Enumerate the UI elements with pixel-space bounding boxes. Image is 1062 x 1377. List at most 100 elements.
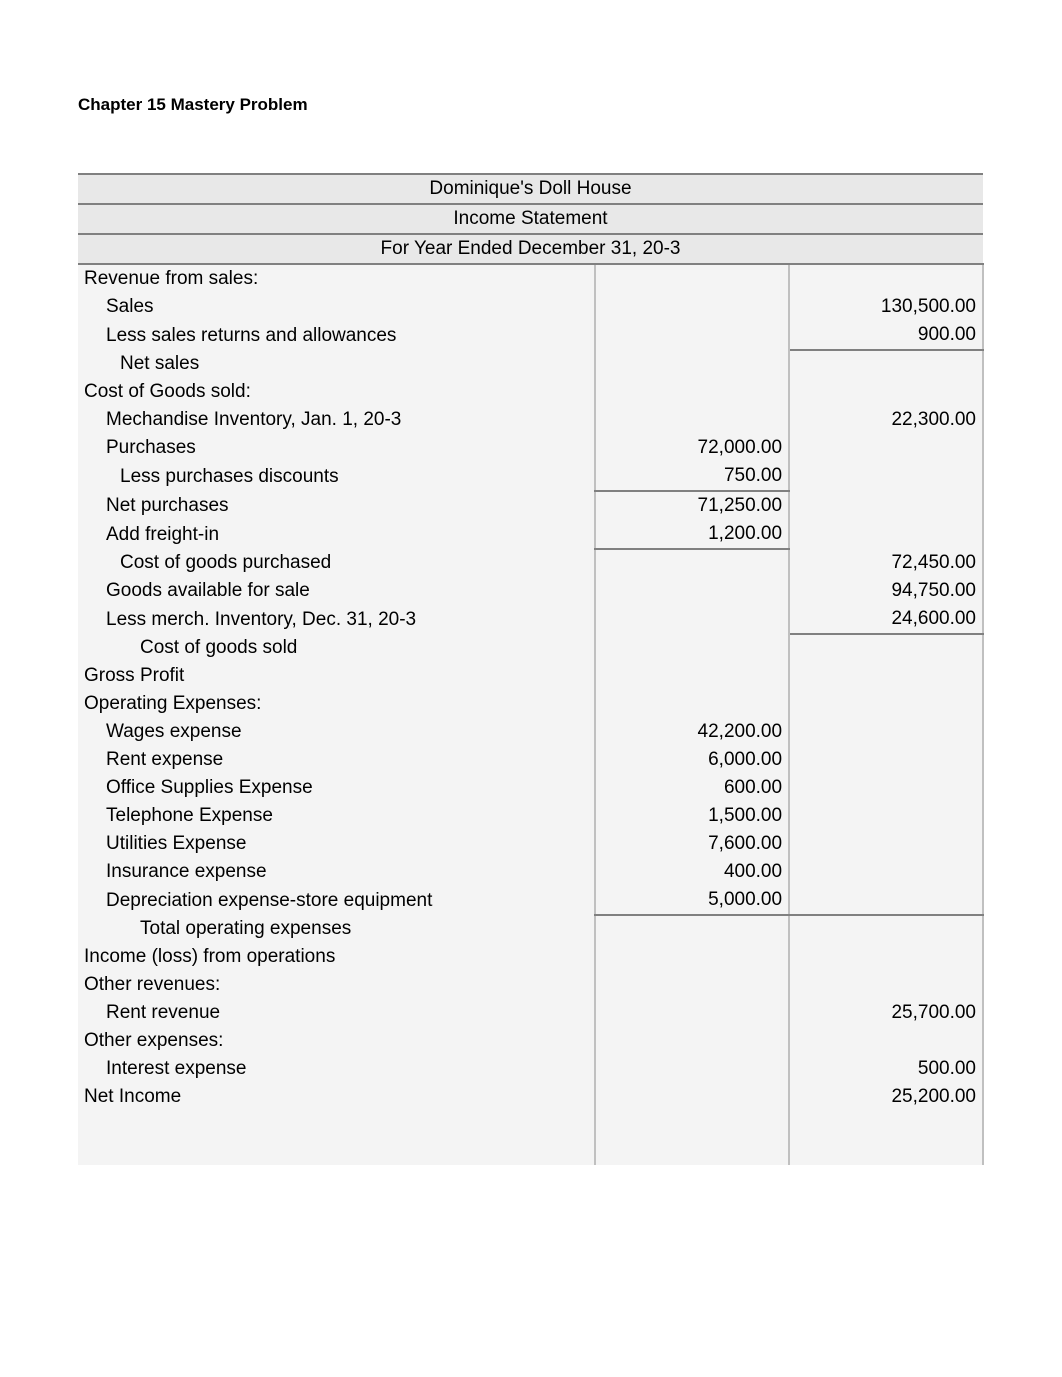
table-row: Cost of goods purchased72,450.00: [78, 549, 983, 577]
table-row: Total operating expenses: [78, 915, 983, 943]
row-amount-1: [595, 1055, 789, 1083]
table-row: Other revenues:: [78, 971, 983, 999]
row-amount-2: [789, 1138, 983, 1165]
row-amount-1: 1,500.00: [595, 802, 789, 830]
row-amount-2: [789, 491, 983, 520]
row-amount-2: [789, 858, 983, 886]
row-label: Less merch. Inventory, Dec. 31, 20-3: [78, 605, 595, 634]
row-amount-2: [789, 634, 983, 662]
statement-rows: Revenue from sales:Sales130,500.00Less s…: [78, 264, 983, 1165]
table-row: Telephone Expense1,500.00: [78, 802, 983, 830]
table-row: Operating Expenses:: [78, 690, 983, 718]
row-amount-1: 71,250.00: [595, 491, 789, 520]
row-amount-2: [789, 520, 983, 549]
table-row: Other expenses:: [78, 1027, 983, 1055]
row-label: Goods available for sale: [78, 577, 595, 605]
row-amount-2: 25,200.00: [789, 1083, 983, 1111]
table-row: Cost of goods sold: [78, 634, 983, 662]
row-label: Operating Expenses:: [78, 690, 595, 718]
header-period-row: For Year Ended December 31, 20-3: [78, 234, 983, 264]
row-amount-1: [595, 293, 789, 321]
row-label: Other revenues:: [78, 971, 595, 999]
row-amount-2: [789, 830, 983, 858]
row-amount-1: [595, 1111, 789, 1138]
table-row: [78, 1111, 983, 1138]
table-row: Goods available for sale94,750.00: [78, 577, 983, 605]
row-amount-1: [595, 634, 789, 662]
row-label: [78, 1111, 595, 1138]
row-amount-1: [595, 1027, 789, 1055]
row-amount-2: [789, 886, 983, 915]
table-row: Revenue from sales:: [78, 264, 983, 293]
row-label: Office Supplies Expense: [78, 774, 595, 802]
row-amount-1: 1,200.00: [595, 520, 789, 549]
row-amount-1: [595, 662, 789, 690]
row-amount-1: 750.00: [595, 462, 789, 491]
header-period: For Year Ended December 31, 20-3: [78, 234, 983, 264]
header-statement: Income Statement: [78, 204, 983, 234]
row-amount-2: [789, 690, 983, 718]
header-company: Dominique's Doll House: [78, 174, 983, 204]
row-amount-2: [789, 915, 983, 943]
row-label: Depreciation expense-store equipment: [78, 886, 595, 915]
page-title: Chapter 15 Mastery Problem: [78, 95, 984, 115]
row-amount-1: [595, 406, 789, 434]
row-amount-2: 72,450.00: [789, 549, 983, 577]
row-amount-1: 600.00: [595, 774, 789, 802]
row-amount-1: [595, 971, 789, 999]
row-amount-1: [595, 999, 789, 1027]
row-amount-1: [595, 605, 789, 634]
row-amount-1: [595, 943, 789, 971]
row-amount-1: [595, 264, 789, 293]
row-label: Wages expense: [78, 718, 595, 746]
income-statement-table: Dominique's Doll House Income Statement …: [78, 173, 984, 1165]
row-amount-2: 25,700.00: [789, 999, 983, 1027]
row-label: Sales: [78, 293, 595, 321]
row-amount-2: [789, 802, 983, 830]
row-amount-2: [789, 1111, 983, 1138]
row-label: Purchases: [78, 434, 595, 462]
row-amount-1: 7,600.00: [595, 830, 789, 858]
row-amount-1: [595, 690, 789, 718]
table-row: Add freight-in1,200.00: [78, 520, 983, 549]
table-row: Less merch. Inventory, Dec. 31, 20-324,6…: [78, 605, 983, 634]
table-row: Rent expense6,000.00: [78, 746, 983, 774]
row-amount-1: 42,200.00: [595, 718, 789, 746]
row-label: Less sales returns and allowances: [78, 321, 595, 350]
row-label: Revenue from sales:: [78, 264, 595, 293]
row-amount-2: [789, 971, 983, 999]
table-row: Net Income 25,200.00: [78, 1083, 983, 1111]
table-row: Insurance expense400.00: [78, 858, 983, 886]
row-amount-2: [789, 662, 983, 690]
row-amount-1: [595, 321, 789, 350]
table-row: Office Supplies Expense600.00: [78, 774, 983, 802]
row-amount-2: 500.00: [789, 1055, 983, 1083]
row-label: Add freight-in: [78, 520, 595, 549]
row-amount-1: [595, 378, 789, 406]
row-amount-2: [789, 774, 983, 802]
row-amount-2: [789, 943, 983, 971]
row-amount-2: [789, 1027, 983, 1055]
table-row: Less sales returns and allowances900.00: [78, 321, 983, 350]
row-amount-2: [789, 718, 983, 746]
table-row: Net purchases71,250.00: [78, 491, 983, 520]
row-amount-2: 130,500.00: [789, 293, 983, 321]
row-amount-2: [789, 434, 983, 462]
table-row: Net sales: [78, 350, 983, 378]
row-amount-2: [789, 350, 983, 378]
row-label: Rent expense: [78, 746, 595, 774]
table-row: Mechandise Inventory, Jan. 1, 20-322,300…: [78, 406, 983, 434]
row-label: Total operating expenses: [78, 915, 595, 943]
row-label: Utilities Expense: [78, 830, 595, 858]
row-amount-1: 72,000.00: [595, 434, 789, 462]
row-label: Mechandise Inventory, Jan. 1, 20-3: [78, 406, 595, 434]
row-label: Gross Profit: [78, 662, 595, 690]
row-label: Net purchases: [78, 491, 595, 520]
row-label: Net sales: [78, 350, 595, 378]
row-label: Telephone Expense: [78, 802, 595, 830]
row-amount-1: [595, 350, 789, 378]
row-label: Net Income: [78, 1083, 595, 1111]
table-row: Gross Profit: [78, 662, 983, 690]
header-statement-row: Income Statement: [78, 204, 983, 234]
row-label: [78, 1138, 595, 1165]
